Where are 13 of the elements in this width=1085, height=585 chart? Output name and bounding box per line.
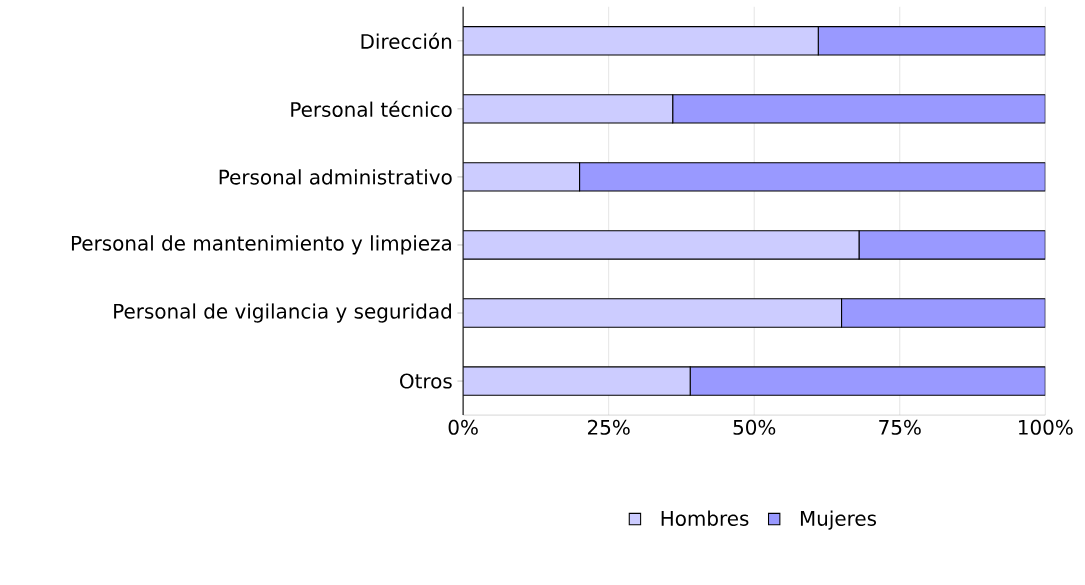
x-tick-label: 50% <box>733 419 776 435</box>
x-tick-label: 25% <box>587 419 630 435</box>
legend-label: Mujeres <box>800 510 877 530</box>
x-tick-label: 75% <box>879 419 921 435</box>
x-tick-label: 100% <box>1019 419 1073 435</box>
y-tick-label: Dirección <box>361 32 452 49</box>
x-tick-label: 0% <box>448 419 478 435</box>
legend-label: Hombres <box>661 510 749 526</box>
y-tick-label: Personal administrativo <box>219 169 452 185</box>
y-tick-label: Personal técnico <box>291 100 452 117</box>
y-tick-label: Otros <box>400 373 452 389</box>
y-tick-label: Personal de mantenimiento y limpieza <box>71 235 451 255</box>
y-tick-label: Personal de vigilancia y seguridad <box>114 303 451 323</box>
